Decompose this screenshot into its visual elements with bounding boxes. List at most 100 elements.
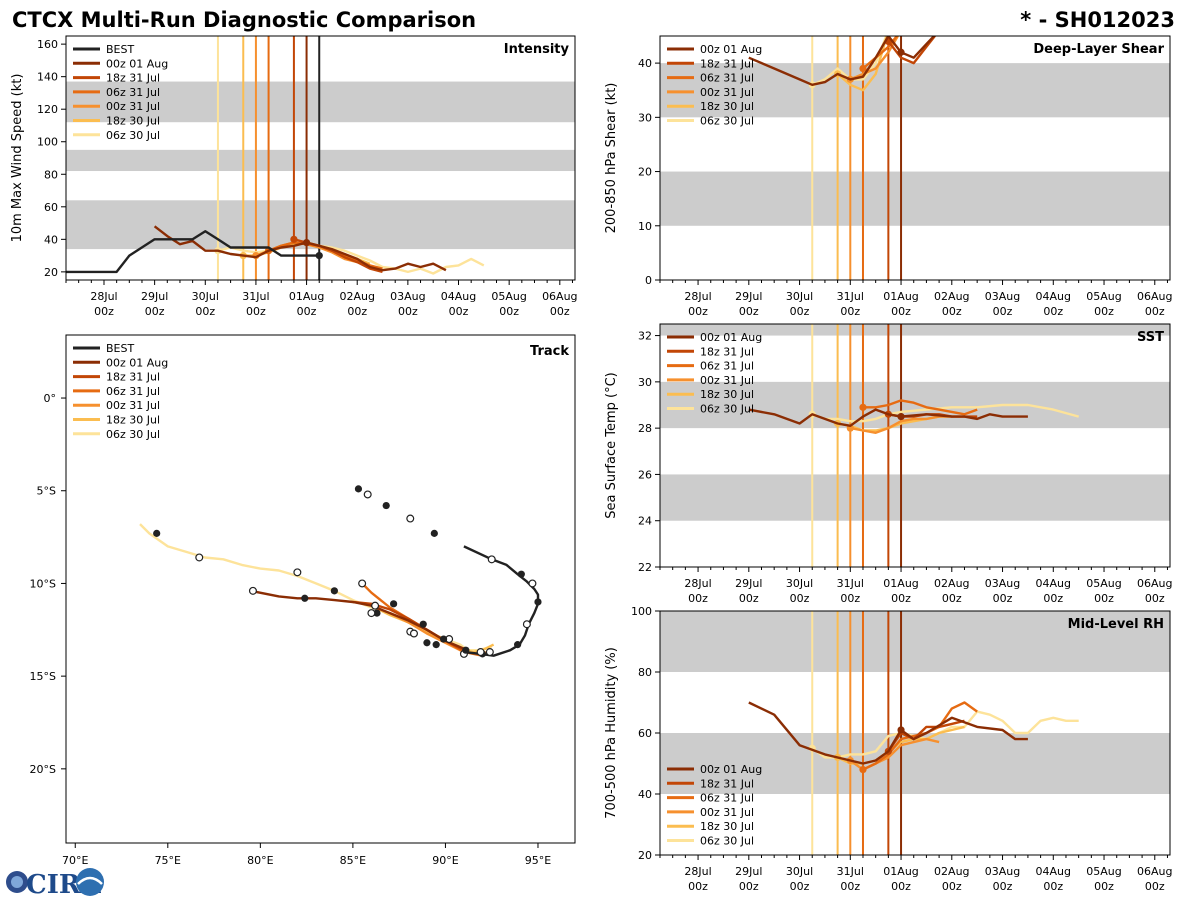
shaded-band (66, 200, 575, 250)
x-tick-label-hour: 00z (993, 880, 1013, 893)
series-line-18z-30-jul (836, 36, 889, 92)
shaded-band (660, 474, 1170, 521)
x-tick-label-day: 04Aug (1036, 290, 1071, 303)
legend-label-06z-31-jul: 06z 31 Jul (106, 385, 160, 398)
lat-tick-label: 10°S (30, 577, 56, 590)
lon-tick-label: 80°E (247, 854, 273, 867)
track-position-open (485, 648, 494, 657)
x-tick-label-day: 06Aug (1137, 290, 1172, 303)
legend-label-18z-30-jul: 18z 30 Jul (106, 414, 160, 427)
x-tick-label-day: 03Aug (985, 577, 1020, 590)
track-position-open (363, 490, 372, 499)
track-position-filled (354, 485, 363, 493)
x-tick-label-hour: 00z (790, 592, 810, 605)
track-line-00z-01-aug (250, 589, 469, 652)
x-tick-label-day: 03Aug (985, 290, 1020, 303)
y-tick-label: 140 (37, 71, 58, 84)
legend-label-18z-31-jul: 18z 31 Jul (700, 345, 754, 358)
panel-shear: 0 10 20 30 40 28Jul 00z 29Jul 00z 30Jul 00z 31Jul 00… (604, 35, 1173, 318)
series-line-00z-31-jul (850, 415, 952, 434)
series-line-06z-30-jul (217, 241, 485, 275)
lon-tick-label: 75°E (155, 854, 181, 867)
x-tick-label-day: 02Aug (934, 577, 969, 590)
lon-tick-label: 70°E (62, 854, 88, 867)
x-tick-label-day: 01Aug (883, 290, 918, 303)
track-position-filled (430, 529, 438, 537)
track-position-filled (514, 641, 522, 649)
shaded-band (66, 81, 575, 123)
legend-label-best: BEST (106, 342, 134, 355)
init-marker-00z-01-aug (302, 238, 311, 247)
y-tick-label: 20 (44, 266, 58, 279)
init-marker-best (315, 252, 323, 260)
legend-label-00z-01-aug: 00z 01 Aug (700, 763, 762, 776)
x-tick-label-day: 03Aug (985, 865, 1020, 878)
legend-label-06z-31-jul: 06z 31 Jul (700, 792, 754, 805)
legend-label-06z-31-jul: 06z 31 Jul (700, 360, 754, 373)
x-tick-label-day: 02Aug (339, 290, 374, 303)
y-tick-label: 30 (638, 111, 652, 124)
series-line-00z-01-aug (748, 36, 936, 87)
x-tick-label-day: 31Jul (837, 290, 864, 303)
figure-title: CTCX Multi-Run Diagnostic Comparison (12, 8, 476, 32)
plot-frame-intensity (65, 35, 576, 281)
plot-frame-shear (659, 35, 1171, 281)
legend-label-18z-30-jul: 18z 30 Jul (700, 388, 754, 401)
legend-label-06z-31-jul: 06z 31 Jul (700, 72, 754, 85)
x-tick-label-hour: 00z (550, 305, 570, 318)
series-line-00z-01-aug (153, 225, 447, 272)
track-line-best (463, 545, 540, 657)
x-tick-label-hour: 00z (993, 305, 1013, 318)
track-map-area (139, 485, 542, 658)
legend-label-18z-31-jul: 18z 31 Jul (106, 371, 160, 384)
x-tick-label-day: 30Jul (192, 290, 219, 303)
legend-label-00z-31-jul: 00z 31 Jul (106, 399, 160, 412)
x-tick-label-hour: 00z (1145, 305, 1165, 318)
x-tick-label-hour: 00z (790, 305, 810, 318)
plot-area-rh (660, 611, 1170, 855)
series-line-06z-31-jul (862, 36, 899, 70)
init-marker-06z-31-jul (859, 64, 867, 73)
legend-label-06z-30-jul: 06z 30 Jul (700, 115, 754, 128)
x-tick-label-day: 29Jul (735, 290, 762, 303)
x-tick-label-hour: 00z (942, 592, 962, 605)
track-position-filled (439, 635, 448, 643)
init-marker-18z-31-jul (290, 235, 298, 243)
x-tick-label-day: 02Aug (934, 290, 969, 303)
x-tick-label-hour: 00z (688, 305, 708, 318)
track-position-open (528, 579, 537, 588)
legend-label-00z-01-aug: 00z 01 Aug (700, 331, 762, 344)
x-tick-label-hour: 00z (891, 305, 911, 318)
x-tick-label-day: 05Aug (1086, 577, 1121, 590)
y-axis-label-shear: 200-850 hPa Shear (kt) (604, 83, 619, 234)
x-tick-label-day: 30Jul (786, 577, 813, 590)
y-tick-label: 26 (638, 468, 652, 481)
x-tick-label-hour: 00z (1094, 592, 1114, 605)
y-tick-label: 160 (37, 38, 58, 51)
x-tick-label-hour: 00z (891, 592, 911, 605)
panel-title-track: Track (530, 344, 569, 359)
x-tick-label-hour: 00z (1145, 880, 1165, 893)
lat-tick-label: 15°S (30, 670, 56, 683)
init-marker-06z-31-jul (859, 766, 867, 774)
track-position-open (406, 514, 415, 523)
y-tick-label: 28 (638, 422, 652, 435)
y-tick-label: 0 (645, 274, 652, 287)
x-tick-label-day: 28Jul (684, 290, 711, 303)
track-position-filled (153, 529, 161, 537)
x-tick-label-hour: 00z (347, 305, 367, 318)
track-position-filled (390, 600, 398, 608)
track-position-filled (432, 641, 440, 649)
lon-tick-label: 90°E (432, 854, 458, 867)
lat-tick-label: 5°S (37, 485, 56, 498)
y-tick-label: 40 (44, 233, 58, 246)
legend-label-18z-31-jul: 18z 31 Jul (700, 57, 754, 70)
x-tick-label-hour: 00z (246, 305, 266, 318)
x-tick-label-hour: 00z (1043, 305, 1063, 318)
track-position-filled (301, 594, 309, 602)
legend-label-06z-31-jul: 06z 31 Jul (106, 86, 160, 99)
shaded-band (660, 611, 1170, 672)
y-tick-label: 10 (638, 220, 652, 233)
track-position-filled (462, 646, 470, 654)
